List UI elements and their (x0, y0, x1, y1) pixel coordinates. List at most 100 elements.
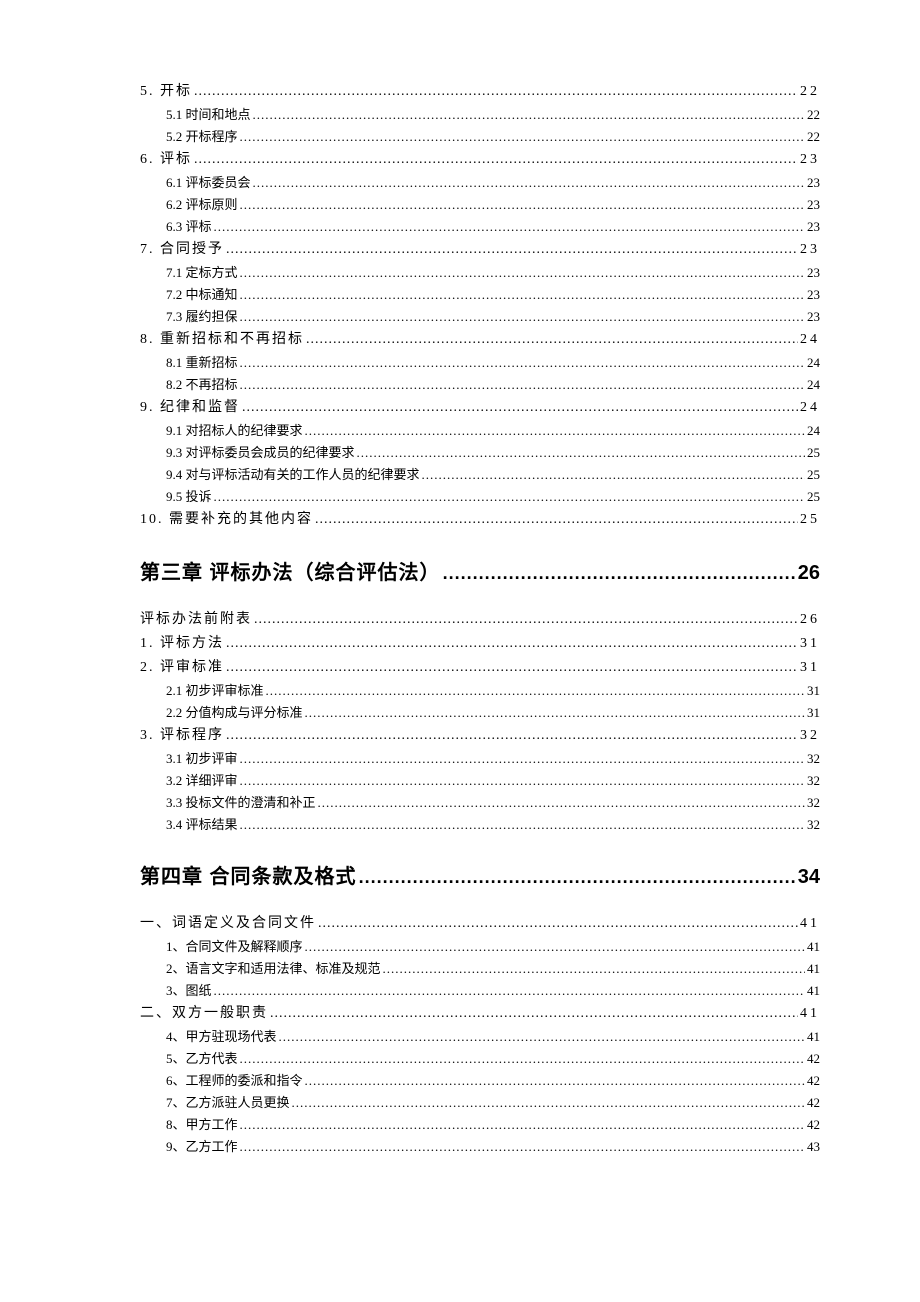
toc-leader-dots (214, 980, 805, 1002)
toc-leader-dots (422, 464, 805, 486)
toc-entry: 5、乙方代表 42 (140, 1048, 820, 1070)
toc-label: 6.1 评标委员会 (166, 172, 251, 194)
toc-page-number: 32 (807, 748, 820, 770)
toc-page-number: 23 (807, 262, 820, 284)
toc-label: 6.2 评标原则 (166, 194, 238, 216)
toc-label: 8.1 重新招标 (166, 352, 238, 374)
toc-page-number: 23 (807, 306, 820, 328)
toc-label: 1. 评标方法 (140, 632, 224, 656)
toc-leader-dots (240, 194, 805, 216)
toc-page-number: 34 (798, 864, 820, 890)
toc-label: 2. 评审标准 (140, 656, 224, 680)
toc-entry: 9.5 投诉25 (140, 486, 820, 508)
toc-label: 5. 开标 (140, 80, 192, 104)
toc-label: 4、甲方驻现场代表 (166, 1026, 277, 1048)
toc-page-number: 23 (807, 172, 820, 194)
toc-page-number: 25 (807, 464, 820, 486)
toc-page-number: 31 (807, 680, 820, 702)
toc-leader-dots (240, 306, 805, 328)
toc-entry: 9、乙方工作43 (140, 1136, 820, 1158)
toc-page-number: 41 (807, 958, 820, 980)
toc-leader-dots (240, 814, 805, 836)
toc-label: 3.2 详细评审 (166, 770, 238, 792)
toc-entry: 第四章 合同条款及格式 34 (140, 864, 820, 890)
toc-page-number: 24 (800, 396, 820, 420)
toc-label: 10. 需要补充的其他内容 (140, 508, 313, 532)
toc-label: 3. 评标程序 (140, 724, 224, 748)
toc-entry: 8. 重新招标和不再招标24 (140, 328, 820, 352)
toc-label: 8. 重新招标和不再招标 (140, 328, 304, 352)
toc-page-number: 32 (807, 792, 820, 814)
toc-page-number: 32 (807, 814, 820, 836)
toc-leader-dots (359, 864, 796, 890)
toc-page-number: 41 (800, 912, 820, 936)
toc-label: 7、乙方派驻人员更换 (166, 1092, 290, 1114)
toc-label: 3.3 投标文件的澄清和补正 (166, 792, 316, 814)
toc-entry: 4、甲方驻现场代表41 (140, 1026, 820, 1048)
toc-label: 9.1 对招标人的纪律要求 (166, 420, 303, 442)
toc-entry: 3.2 详细评审 32 (140, 770, 820, 792)
toc-entry: 评标办法前附表26 (140, 608, 820, 632)
toc-label: 9.4 对与评标活动有关的工作人员的纪律要求 (166, 464, 420, 486)
toc-label: 9.5 投诉 (166, 486, 212, 508)
toc-label: 7.3 履约担保 (166, 306, 238, 328)
toc-entry: 1、合同文件及解释顺序41 (140, 936, 820, 958)
toc-page-number: 24 (807, 374, 820, 396)
toc-leader-dots (318, 792, 805, 814)
toc-page-number: 22 (807, 104, 820, 126)
toc-page-number: 42 (807, 1048, 820, 1070)
toc-page-number: 41 (800, 1002, 820, 1026)
toc-leader-dots (226, 724, 798, 748)
toc-entry: 2.2 分值构成与评分标准31 (140, 702, 820, 724)
toc-leader-dots (240, 352, 805, 374)
toc-entry: 1. 评标方法31 (140, 632, 820, 656)
toc-leader-dots (266, 680, 805, 702)
toc-label: 3、图纸 (166, 980, 212, 1002)
toc-leader-dots (240, 1114, 805, 1136)
toc-leader-dots (315, 508, 798, 532)
toc-leader-dots (253, 104, 805, 126)
toc-label: 5、乙方代表 (166, 1048, 238, 1070)
toc-leader-dots (240, 126, 805, 148)
toc-label: 5.1 时间和地点 (166, 104, 251, 126)
toc-label: 2、语言文字和适用法律、标准及规范 (166, 958, 381, 980)
toc-page-number: 42 (807, 1070, 820, 1092)
toc-entry: 6.3 评标23 (140, 216, 820, 238)
toc-leader-dots (240, 1136, 805, 1158)
toc-label: 6、工程师的委派和指令 (166, 1070, 303, 1092)
toc-page-number: 42 (807, 1092, 820, 1114)
toc-page-number: 43 (807, 1136, 820, 1158)
toc-page-number: 23 (800, 148, 820, 172)
toc-label: 3.1 初步评审 (166, 748, 238, 770)
toc-leader-dots (194, 148, 798, 172)
toc-entry: 9.4 对与评标活动有关的工作人员的纪律要求 25 (140, 464, 820, 486)
toc-label: 一、词语定义及合同文件 (140, 912, 316, 936)
toc-entry: 8.1 重新招标24 (140, 352, 820, 374)
toc-entry: 3.4 评标结果32 (140, 814, 820, 836)
toc-entry: 8、甲方工作42 (140, 1114, 820, 1136)
toc-entry: 3. 评标程序32 (140, 724, 820, 748)
toc-entry: 7、乙方派驻人员更换 42 (140, 1092, 820, 1114)
toc-entry: 6.1 评标委员会 23 (140, 172, 820, 194)
toc-entry: 2. 评审标准 31 (140, 656, 820, 680)
toc-page-number: 26 (798, 560, 820, 586)
toc-leader-dots (194, 80, 798, 104)
toc-entry: 6、工程师的委派和指令 42 (140, 1070, 820, 1092)
toc-leader-dots (240, 1048, 805, 1070)
toc-leader-dots (240, 374, 805, 396)
toc-leader-dots (254, 608, 798, 632)
toc-page-number: 32 (807, 770, 820, 792)
toc-page-number: 22 (800, 80, 820, 104)
toc-leader-dots (226, 238, 798, 262)
toc-page-number: 42 (807, 1114, 820, 1136)
toc-entry: 2、语言文字和适用法律、标准及规范 41 (140, 958, 820, 980)
toc-page-number: 22 (807, 126, 820, 148)
table-of-contents: 5. 开标225.1 时间和地点225.2 开标程序226. 评标236.1 评… (140, 80, 820, 1158)
toc-leader-dots (305, 936, 805, 958)
toc-entry: 9.1 对招标人的纪律要求24 (140, 420, 820, 442)
toc-page-number: 41 (807, 980, 820, 1002)
toc-leader-dots (240, 284, 805, 306)
toc-label: 6.3 评标 (166, 216, 212, 238)
toc-page-number: 31 (800, 656, 820, 680)
toc-label: 第四章 合同条款及格式 (140, 864, 357, 890)
